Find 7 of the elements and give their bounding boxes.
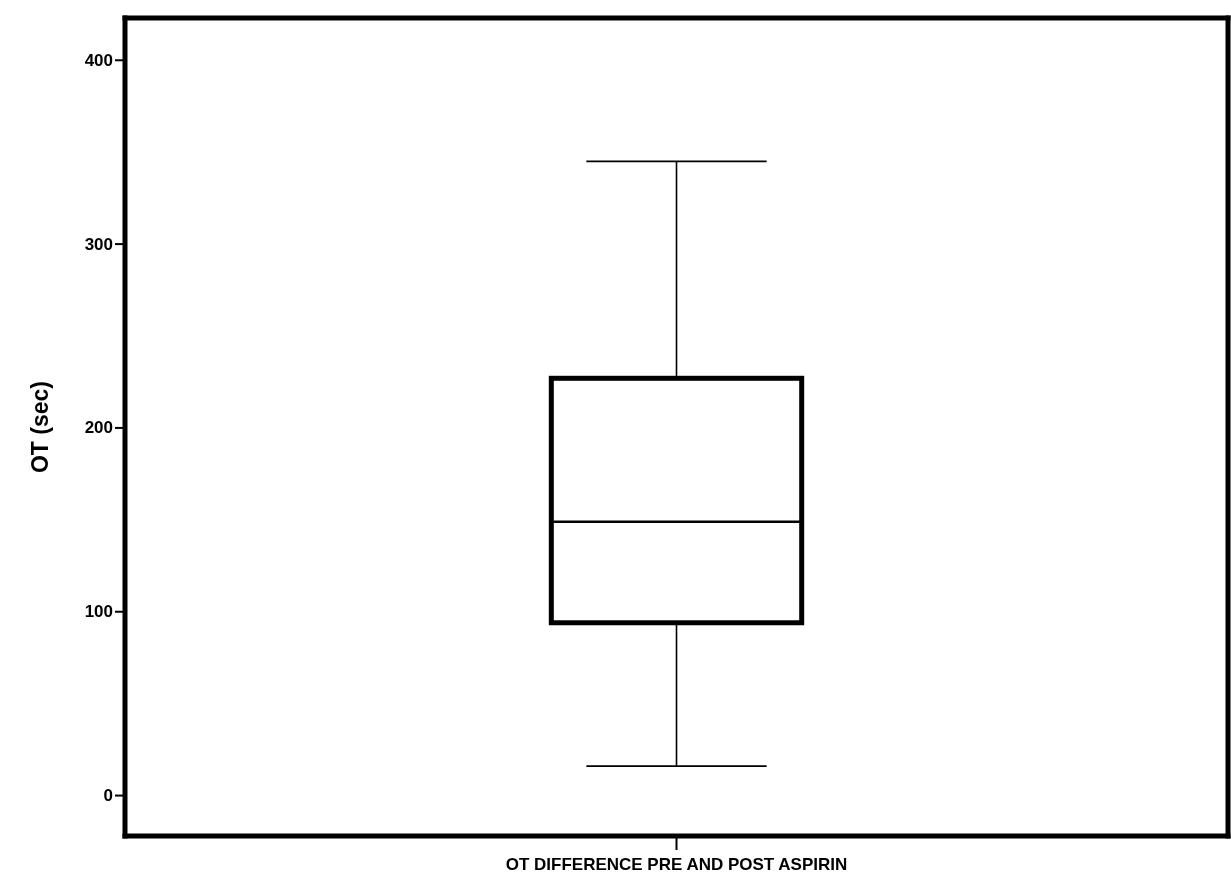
y-tick-label: 300 <box>84 234 113 254</box>
y-tick-label: 0 <box>103 786 113 806</box>
y-tick-label: 400 <box>84 50 113 70</box>
x-tick-label: OT DIFFERENCE PRE AND POST ASPIRIN <box>505 854 848 874</box>
y-tick-label: 200 <box>84 418 113 438</box>
y-tick-label: 100 <box>84 602 113 622</box>
y-axis-title: OT (sec) <box>27 380 53 474</box>
